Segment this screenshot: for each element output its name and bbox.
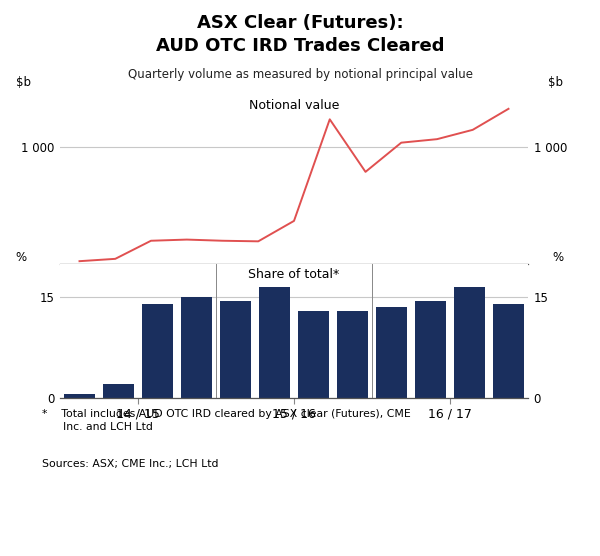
- Bar: [103, 384, 134, 398]
- Bar: [376, 307, 407, 398]
- Bar: [337, 311, 368, 398]
- Text: *    Total includes AUD OTC IRD cleared by ASX clear (Futures), CME
      Inc. a: * Total includes AUD OTC IRD cleared by …: [42, 409, 411, 432]
- Text: %: %: [552, 251, 563, 264]
- Text: ASX Clear (Futures):
AUD OTC IRD Trades Cleared: ASX Clear (Futures): AUD OTC IRD Trades …: [156, 14, 444, 55]
- Bar: [64, 394, 95, 398]
- Bar: [259, 287, 290, 398]
- Bar: [142, 304, 173, 398]
- Bar: [415, 301, 446, 398]
- Text: %: %: [16, 251, 26, 264]
- Text: Sources: ASX; CME Inc.; LCH Ltd: Sources: ASX; CME Inc.; LCH Ltd: [42, 459, 218, 469]
- Text: $b: $b: [548, 76, 563, 89]
- Bar: [298, 311, 329, 398]
- Text: Quarterly volume as measured by notional principal value: Quarterly volume as measured by notional…: [128, 68, 473, 81]
- Text: Notional value: Notional value: [249, 100, 339, 112]
- Bar: [220, 301, 251, 398]
- Text: Share of total*: Share of total*: [248, 268, 340, 281]
- Bar: [493, 304, 524, 398]
- Bar: [454, 287, 485, 398]
- Bar: [181, 297, 212, 398]
- Text: $b: $b: [16, 76, 31, 89]
